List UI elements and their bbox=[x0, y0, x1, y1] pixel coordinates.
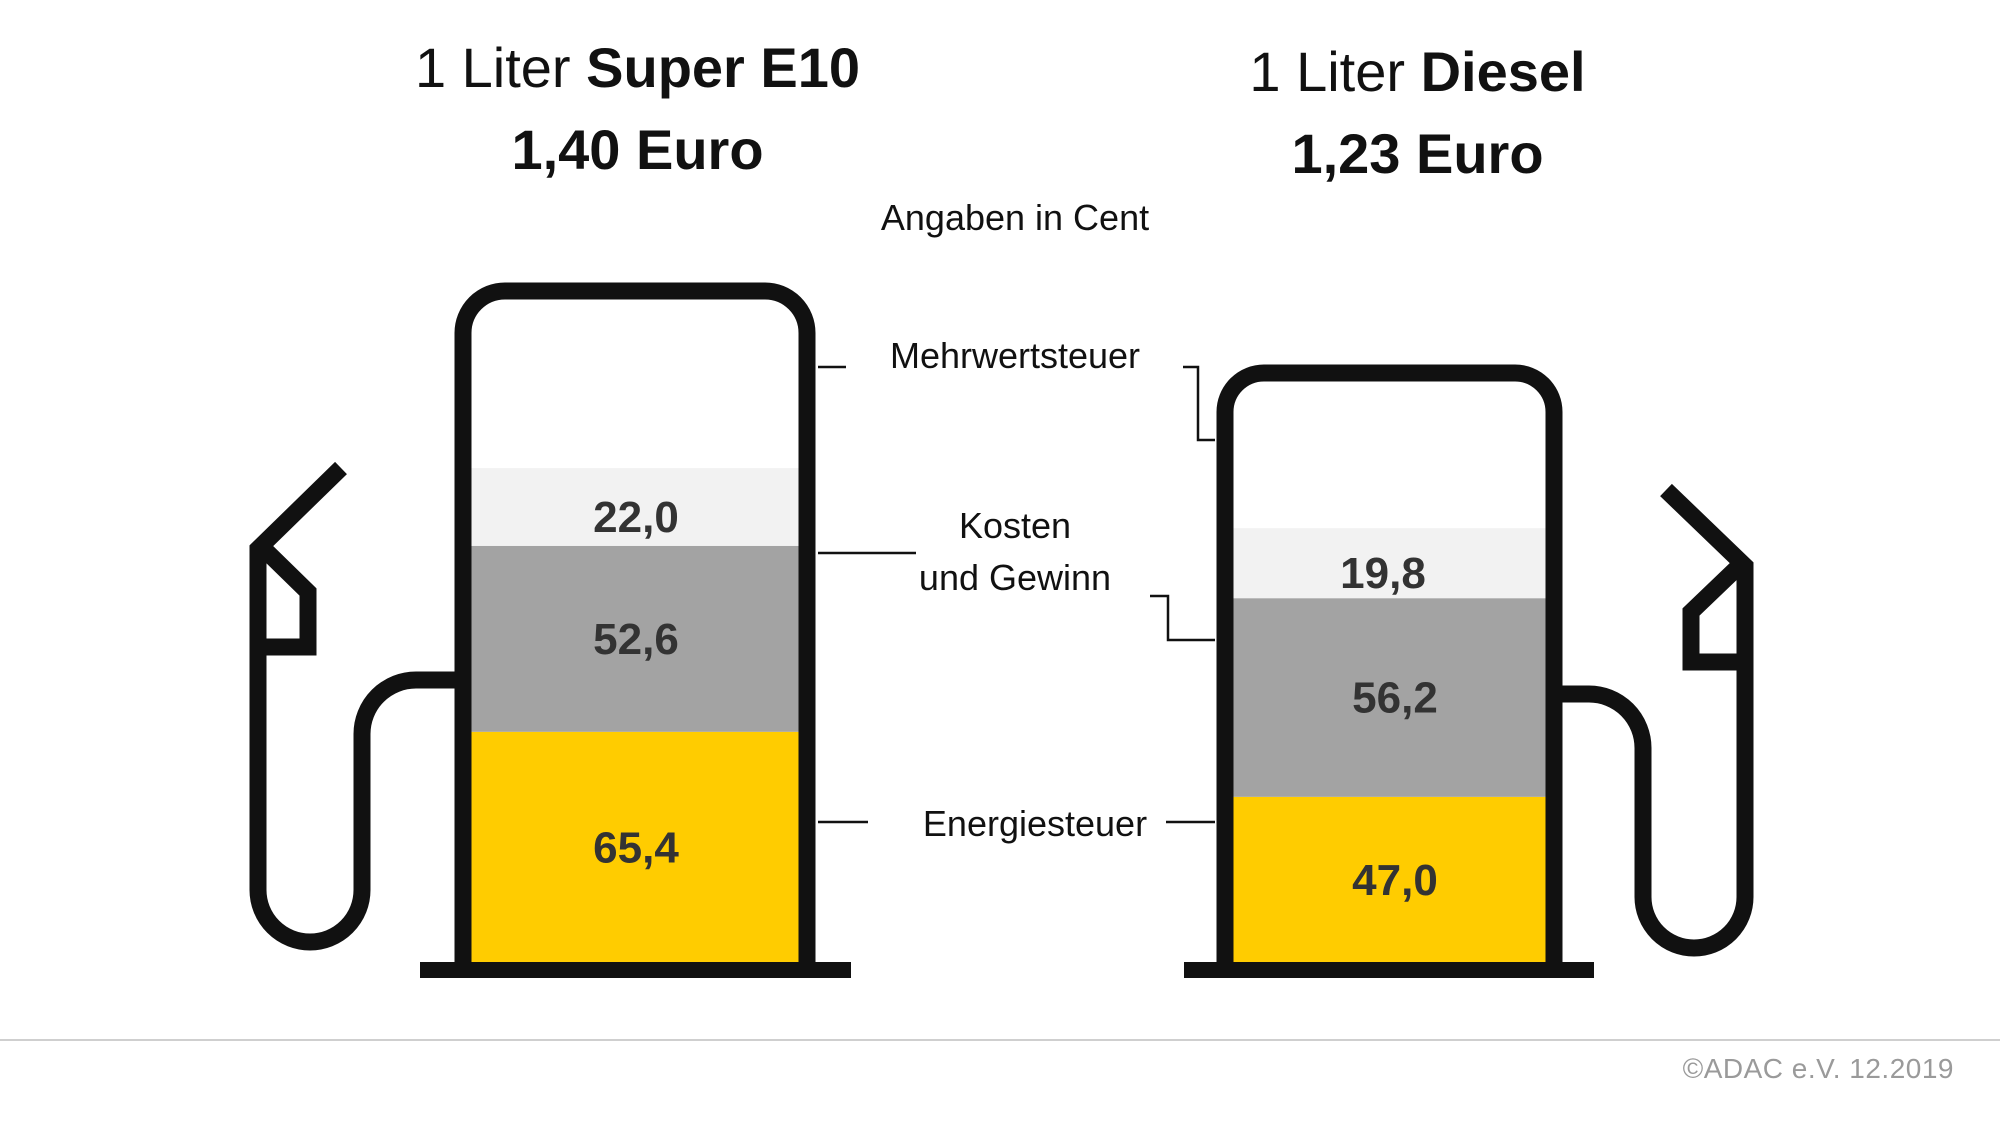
label-cost-line1: Kosten bbox=[958, 505, 1072, 546]
diesel-hose-icon bbox=[1561, 662, 1754, 957]
unit-note: Angaben in Cent bbox=[880, 197, 1150, 238]
label-vat: Mehrwertsteuer bbox=[889, 335, 1141, 376]
super-e10-energiesteuer-segment bbox=[463, 731, 807, 963]
diesel-energiesteuer-segment bbox=[1225, 796, 1554, 963]
diesel-vat-value: 19,8 bbox=[1340, 549, 1426, 598]
connector-vat-right bbox=[1183, 365, 1215, 442]
super-e10-price: 1,40 Euro bbox=[511, 118, 764, 181]
super-e10-cost-value: 52,6 bbox=[593, 615, 679, 664]
super-e10-mehrwertsteuer-segment bbox=[463, 468, 807, 546]
super-e10-nozzle-icon bbox=[249, 461, 347, 656]
super-e10-vat-value: 22,0 bbox=[593, 493, 679, 542]
super-e10-title: 1 Liter Super E10 bbox=[414, 36, 861, 99]
diesel-mehrwertsteuer-segment bbox=[1225, 528, 1554, 599]
label-cost-line2: und Gewinn bbox=[918, 557, 1112, 599]
diesel-cost-value: 56,2 bbox=[1352, 674, 1438, 723]
diesel-pump-body bbox=[1216, 364, 1563, 963]
connector-cost-right bbox=[1150, 594, 1215, 642]
diesel-title: 1 Liter Diesel bbox=[1249, 40, 1586, 103]
label-energy-tax: Energiesteuer bbox=[922, 803, 1148, 844]
super-e10-pump: 22,0 52,6 65,4 bbox=[249, 282, 851, 978]
diesel-nozzle-icon bbox=[1660, 483, 1754, 671]
footer-divider bbox=[0, 1039, 2000, 1041]
diesel-kosten-segment bbox=[1225, 598, 1554, 797]
diesel-energy-value: 47,0 bbox=[1352, 856, 1438, 905]
super-e10-pump-body bbox=[454, 282, 816, 963]
copyright-footer: ©ADAC e.V. 12.2019 bbox=[1682, 1053, 1954, 1084]
super-e10-hose-icon bbox=[249, 647, 457, 951]
diesel-pump: 19,8 56,2 47,0 bbox=[1184, 364, 1754, 978]
super-e10-kosten-segment bbox=[463, 545, 807, 732]
label-cost-profit: Kosten und Gewinn bbox=[890, 500, 1140, 604]
super-e10-energy-value: 65,4 bbox=[593, 823, 679, 872]
diesel-price: 1,23 Euro bbox=[1291, 122, 1544, 185]
